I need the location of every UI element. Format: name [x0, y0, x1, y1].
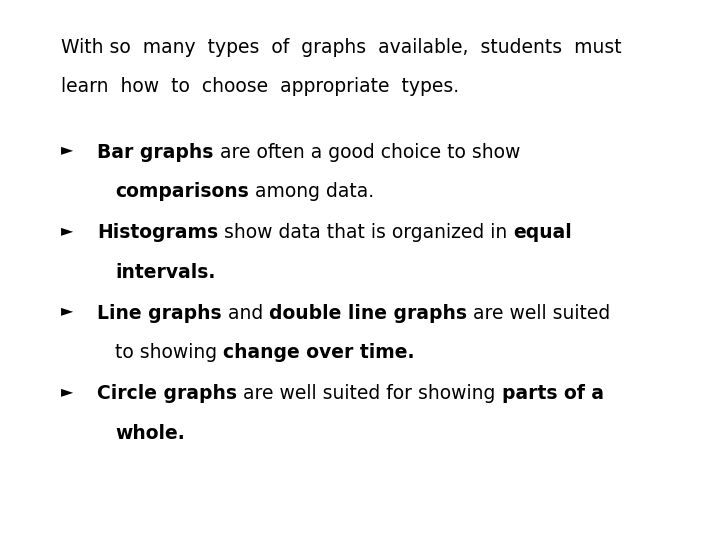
Text: ►: ► — [61, 143, 73, 158]
Text: among data.: among data. — [249, 182, 374, 201]
Text: Bar graphs: Bar graphs — [97, 143, 214, 161]
Text: change over time.: change over time. — [223, 343, 415, 362]
Text: are often a good choice to show: are often a good choice to show — [214, 143, 520, 161]
Text: Circle graphs: Circle graphs — [97, 384, 237, 403]
Text: double line graphs: double line graphs — [269, 303, 467, 322]
Text: are well suited: are well suited — [467, 303, 611, 322]
Text: Histograms: Histograms — [97, 223, 218, 242]
Text: ►: ► — [61, 223, 73, 238]
Text: equal: equal — [513, 223, 572, 242]
Text: to showing: to showing — [115, 343, 223, 362]
Text: and: and — [222, 303, 269, 322]
Text: comparisons: comparisons — [115, 182, 249, 201]
Text: With so  many  types  of  graphs  available,  students  must: With so many types of graphs available, … — [61, 38, 622, 57]
Text: are well suited for showing: are well suited for showing — [237, 384, 502, 403]
Text: parts of a: parts of a — [502, 384, 603, 403]
Text: show data that is organized in: show data that is organized in — [218, 223, 513, 242]
Text: learn  how  to  choose  appropriate  types.: learn how to choose appropriate types. — [61, 77, 459, 96]
Text: whole.: whole. — [115, 423, 185, 443]
Text: ►: ► — [61, 384, 73, 399]
Text: ►: ► — [61, 303, 73, 319]
Text: intervals.: intervals. — [115, 262, 215, 281]
Text: Line graphs: Line graphs — [97, 303, 222, 322]
